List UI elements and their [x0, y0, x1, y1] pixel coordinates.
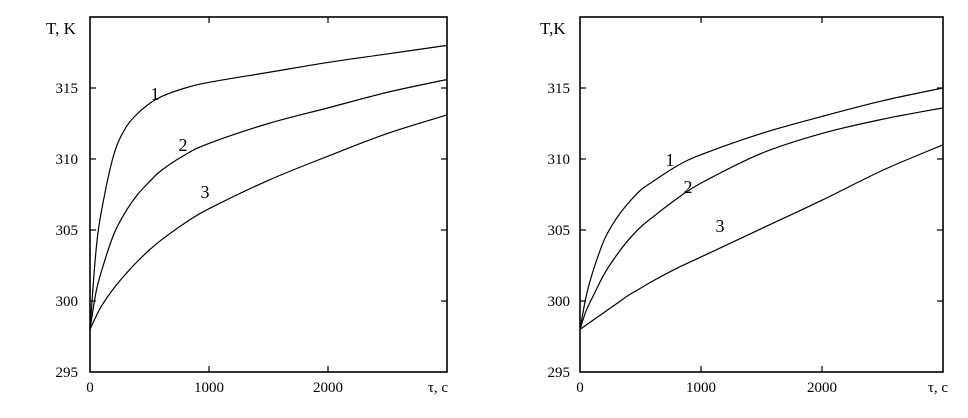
- y-tick-label: 315: [56, 81, 79, 97]
- y-tick-label: 310: [548, 152, 571, 168]
- y-tick-label: 315: [548, 81, 571, 97]
- series-line-2: [579, 107, 944, 330]
- series-line-3: [579, 144, 944, 330]
- x-tick-label: 1000: [686, 380, 716, 396]
- x-tick-label: 0: [86, 380, 94, 396]
- y-axis-label: T, K: [46, 19, 77, 38]
- curve-label-2: 2: [179, 135, 188, 155]
- y-tick-label: 305: [56, 223, 79, 239]
- curve-label-1: 1: [151, 84, 160, 104]
- x-tick-label: 2000: [313, 380, 343, 396]
- y-tick-label: 310: [56, 152, 79, 168]
- y-tick-label: 295: [548, 365, 571, 381]
- curve-label-1: 1: [666, 150, 675, 170]
- series-line-1: [89, 44, 448, 330]
- series-line-2: [89, 78, 448, 330]
- curve-label-2: 2: [684, 177, 693, 197]
- plot-frame-2: [579, 16, 944, 373]
- x-axis-label: τ, c: [428, 380, 449, 396]
- x-axis-label: τ, c: [928, 380, 949, 396]
- curve-label-3: 3: [201, 182, 210, 202]
- series-line-3: [89, 114, 448, 330]
- y-tick-label: 295: [56, 365, 79, 381]
- y-tick-label: 305: [548, 223, 571, 239]
- x-tick-label: 1000: [194, 380, 224, 396]
- y-tick-label: 300: [56, 294, 79, 310]
- x-tick-label: 0: [576, 380, 584, 396]
- y-axis-label: T,K: [540, 19, 566, 38]
- plot-frame-1: [89, 16, 448, 373]
- curve-label-3: 3: [716, 216, 725, 236]
- x-tick-label: 2000: [807, 380, 837, 396]
- y-tick-label: 300: [548, 294, 571, 310]
- series-line-1: [579, 87, 944, 330]
